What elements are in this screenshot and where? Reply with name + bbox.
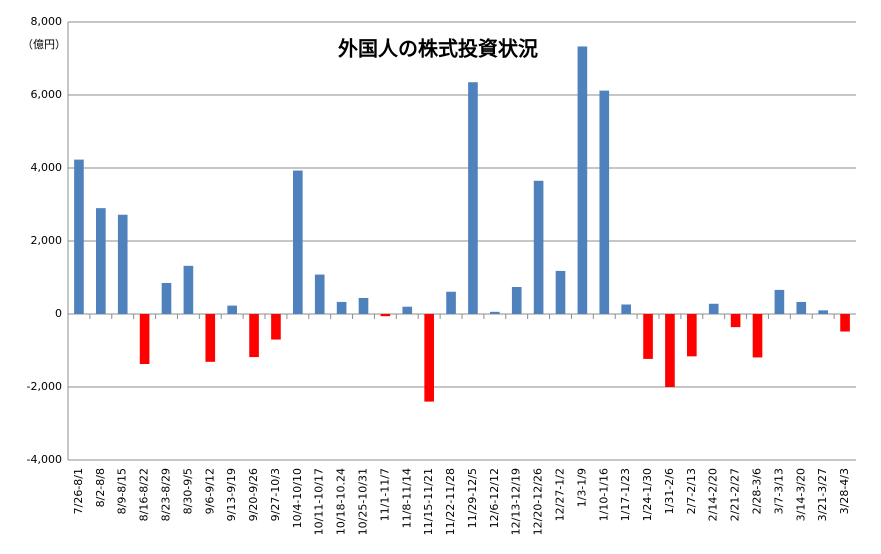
- x-tick-label: 2/7-2/13: [685, 468, 698, 514]
- y-tick-label: 0: [55, 307, 62, 320]
- bar: [818, 310, 828, 314]
- bar: [314, 274, 325, 314]
- bar: [161, 282, 172, 314]
- x-tick-label: 10/11-10/17: [313, 468, 326, 535]
- x-tick-label: 2/21-2/27: [729, 468, 742, 521]
- y-tick-label: 2,000: [31, 234, 63, 247]
- bar: [96, 208, 106, 314]
- bar: [117, 214, 128, 314]
- bar: [424, 314, 434, 402]
- x-tick-label: 8/30-9/5: [181, 468, 194, 514]
- bar: [752, 314, 763, 358]
- bar: [293, 170, 303, 314]
- x-tick-label: 11/1-11/7: [378, 468, 391, 521]
- x-tick-label: 1/3-1/9: [575, 468, 588, 507]
- x-tick-label: 12/13-12/19: [510, 468, 523, 535]
- bar: [249, 314, 259, 358]
- bar: [687, 314, 697, 357]
- x-tick-label: 11/22-11/28: [444, 468, 457, 535]
- x-tick-label: 8/16-8/22: [138, 468, 151, 521]
- x-tick-label: 10/4-10/10: [291, 468, 304, 528]
- x-tick-label: 9/20-9/26: [247, 468, 260, 521]
- x-tick-label: 8/23-8/29: [160, 468, 173, 521]
- x-tick-label: 3/14-3/20: [794, 468, 807, 521]
- x-tick-label: 9/27-10/3: [269, 468, 282, 521]
- bar: [730, 314, 741, 328]
- x-tick-label: 1/24-1/30: [641, 468, 654, 521]
- x-tick-label: 1/17-1/23: [619, 468, 632, 521]
- bar: [774, 289, 785, 314]
- x-tick-label: 7/26-8/1: [72, 468, 85, 514]
- x-tick-label: 3/21-3/27: [816, 468, 829, 521]
- x-tick-label: 11/15-11/21: [422, 468, 435, 535]
- x-tick-label: 9/13-9/19: [225, 468, 238, 521]
- x-tick-label: 2/14-2/20: [707, 468, 720, 521]
- bar: [577, 46, 588, 315]
- x-tick-label: 11/8-11/14: [400, 468, 413, 528]
- bar: [665, 314, 675, 387]
- y-tick-label: -2,000: [27, 380, 62, 393]
- bar: [555, 270, 566, 314]
- bar: [511, 286, 522, 314]
- y-tick-label: -4,000: [27, 453, 62, 466]
- x-tick-label: 8/2-8/8: [94, 468, 107, 507]
- bar: [468, 82, 478, 314]
- bar: [74, 159, 84, 314]
- bar: [796, 301, 807, 314]
- bar: [183, 265, 194, 314]
- bar: [599, 90, 610, 315]
- x-tick-label: 12/27-1/2: [554, 468, 567, 521]
- x-tick-label: 1/31-2/6: [663, 468, 676, 514]
- bar: [708, 303, 719, 314]
- x-tick-label: 12/6-12/12: [488, 468, 501, 528]
- bar: [380, 314, 391, 317]
- y-tick-label: 6,000: [31, 88, 63, 101]
- bar: [402, 306, 413, 314]
- x-tick-label: 8/9-8/15: [116, 468, 129, 514]
- x-tick-label: 10/18-10.24: [335, 468, 348, 535]
- bar: [840, 314, 850, 332]
- x-tick-label: 11/29-12/5: [466, 468, 479, 528]
- x-tick-label: 9/6-9/12: [203, 468, 216, 514]
- bar: [621, 304, 631, 314]
- x-tick-label: 2/28-3/6: [751, 468, 764, 514]
- chart-title: 外国人の株式投資状況: [338, 37, 538, 61]
- bar: [533, 180, 544, 314]
- bar: [446, 291, 456, 314]
- y-tick-label: 8,000: [31, 15, 63, 28]
- bar: [205, 314, 216, 362]
- bar: [358, 297, 369, 314]
- x-tick-label: 12/20-12/26: [532, 468, 545, 535]
- x-tick-label: 3/7-3/13: [772, 468, 785, 514]
- x-tick-label: 1/10-1/16: [597, 468, 610, 521]
- bar: [227, 305, 237, 314]
- bar: [271, 314, 281, 340]
- bar: [643, 314, 653, 359]
- y-unit-label: （億円）: [22, 38, 66, 51]
- x-tick-label: 3/28-4/3: [838, 468, 851, 514]
- bar: [336, 301, 347, 314]
- bar: [490, 311, 500, 314]
- x-tick-label: 10/25-10/31: [357, 468, 370, 535]
- bar: [139, 314, 150, 365]
- y-tick-label: 4,000: [31, 161, 63, 174]
